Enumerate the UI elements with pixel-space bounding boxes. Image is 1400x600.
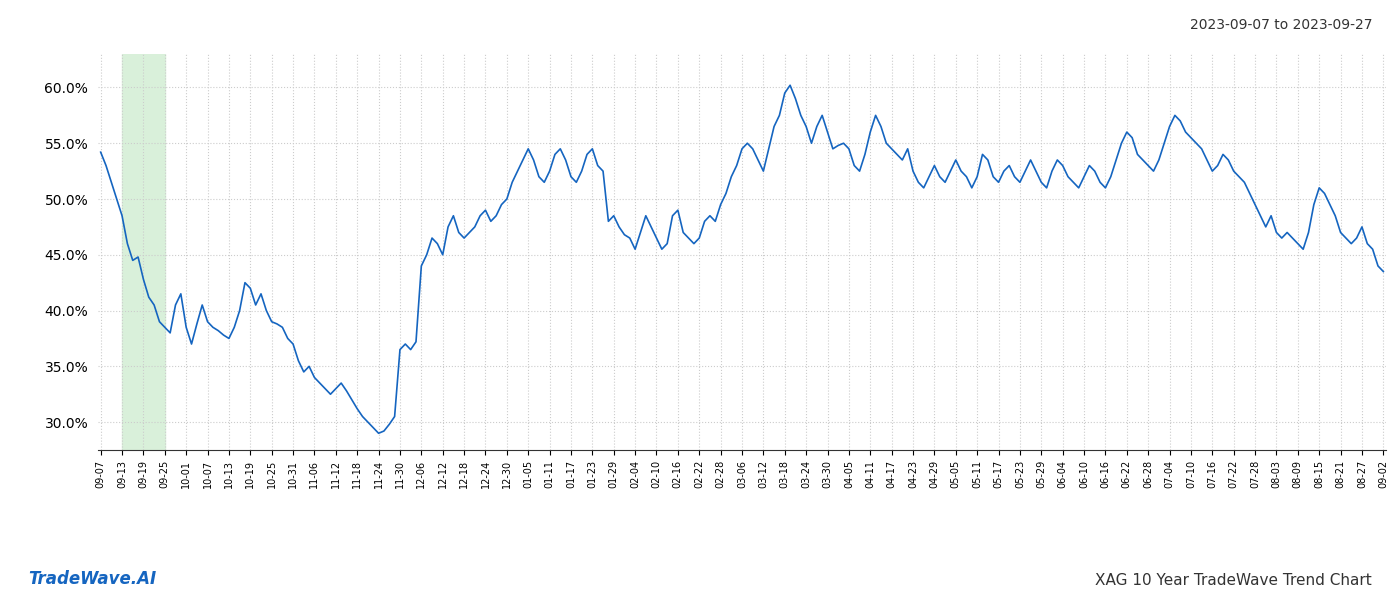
Bar	[122, 54, 165, 450]
Text: 2023-09-07 to 2023-09-27: 2023-09-07 to 2023-09-27	[1190, 18, 1372, 32]
Text: XAG 10 Year TradeWave Trend Chart: XAG 10 Year TradeWave Trend Chart	[1095, 573, 1372, 588]
Text: TradeWave.AI: TradeWave.AI	[28, 570, 157, 588]
